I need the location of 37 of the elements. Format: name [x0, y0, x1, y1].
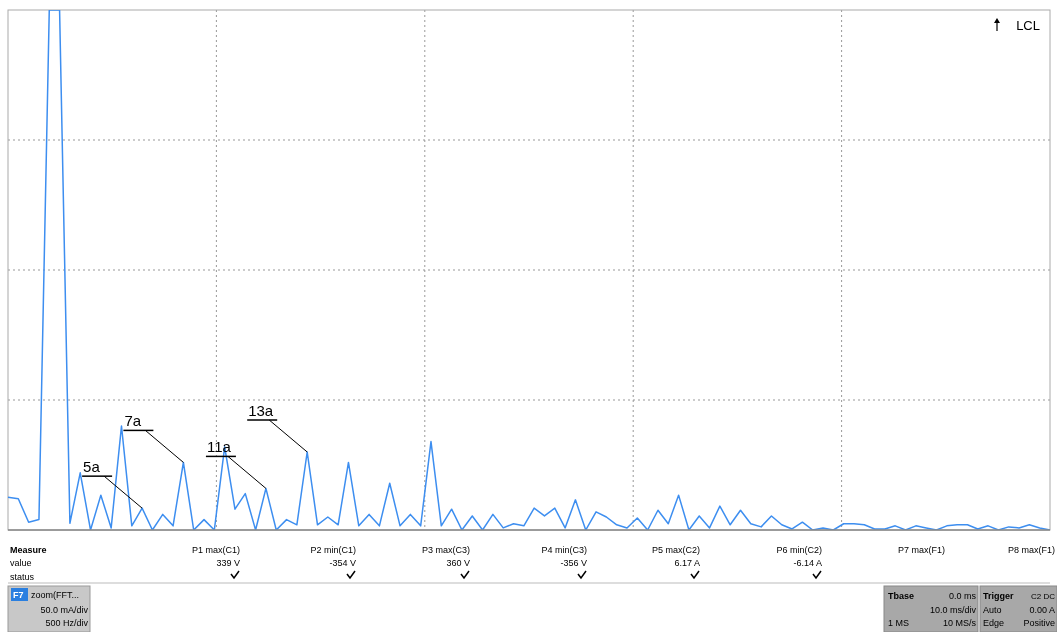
text: P5 max(C2): [651, 545, 700, 555]
text: 1 MS: [888, 618, 910, 628]
text: P7 max(F1): [897, 545, 945, 555]
text: P6 min(C2): [776, 545, 822, 555]
text: 0.0 ms: [948, 591, 977, 601]
annotation: LCL: [1016, 18, 1040, 33]
text: P3 max(C3): [421, 545, 470, 555]
text: value: [10, 558, 32, 568]
text: -356 V: [560, 558, 587, 568]
text: Measure: [10, 545, 47, 555]
text: 50.0 mA/div: [40, 605, 89, 615]
text: -6.14 A: [793, 558, 822, 568]
text: P8 max(F1): [1007, 545, 1055, 555]
text: 6.17 A: [674, 558, 700, 568]
text: 339 V: [216, 558, 240, 568]
text: Edge: [983, 618, 1005, 628]
text: P2 min(C1): [310, 545, 356, 555]
annotation: 5a: [83, 458, 101, 476]
text: zoom(FFT...: [31, 590, 80, 600]
text: Tbase: [888, 591, 915, 601]
text: 0.00 A: [1029, 605, 1055, 615]
text: 500 Hz/div: [45, 618, 89, 628]
text: F7: [13, 590, 24, 600]
text: -354 V: [329, 558, 356, 568]
text: P4 min(C3): [541, 545, 587, 555]
text: Positive: [1023, 618, 1055, 628]
text: C2 DC: [1030, 592, 1056, 601]
annotation: 7a: [124, 412, 142, 430]
text: 10.0 ms/div: [929, 605, 977, 615]
annotation: 13a: [248, 402, 274, 419]
text: P1 max(C1): [191, 545, 240, 555]
text: 360 V: [446, 558, 470, 568]
text: status: [10, 572, 35, 582]
text: Auto: [983, 605, 1002, 615]
text: 10 MS/s: [942, 618, 977, 628]
text: Trigger: [983, 591, 1014, 601]
annotation: 11a: [206, 438, 232, 456]
